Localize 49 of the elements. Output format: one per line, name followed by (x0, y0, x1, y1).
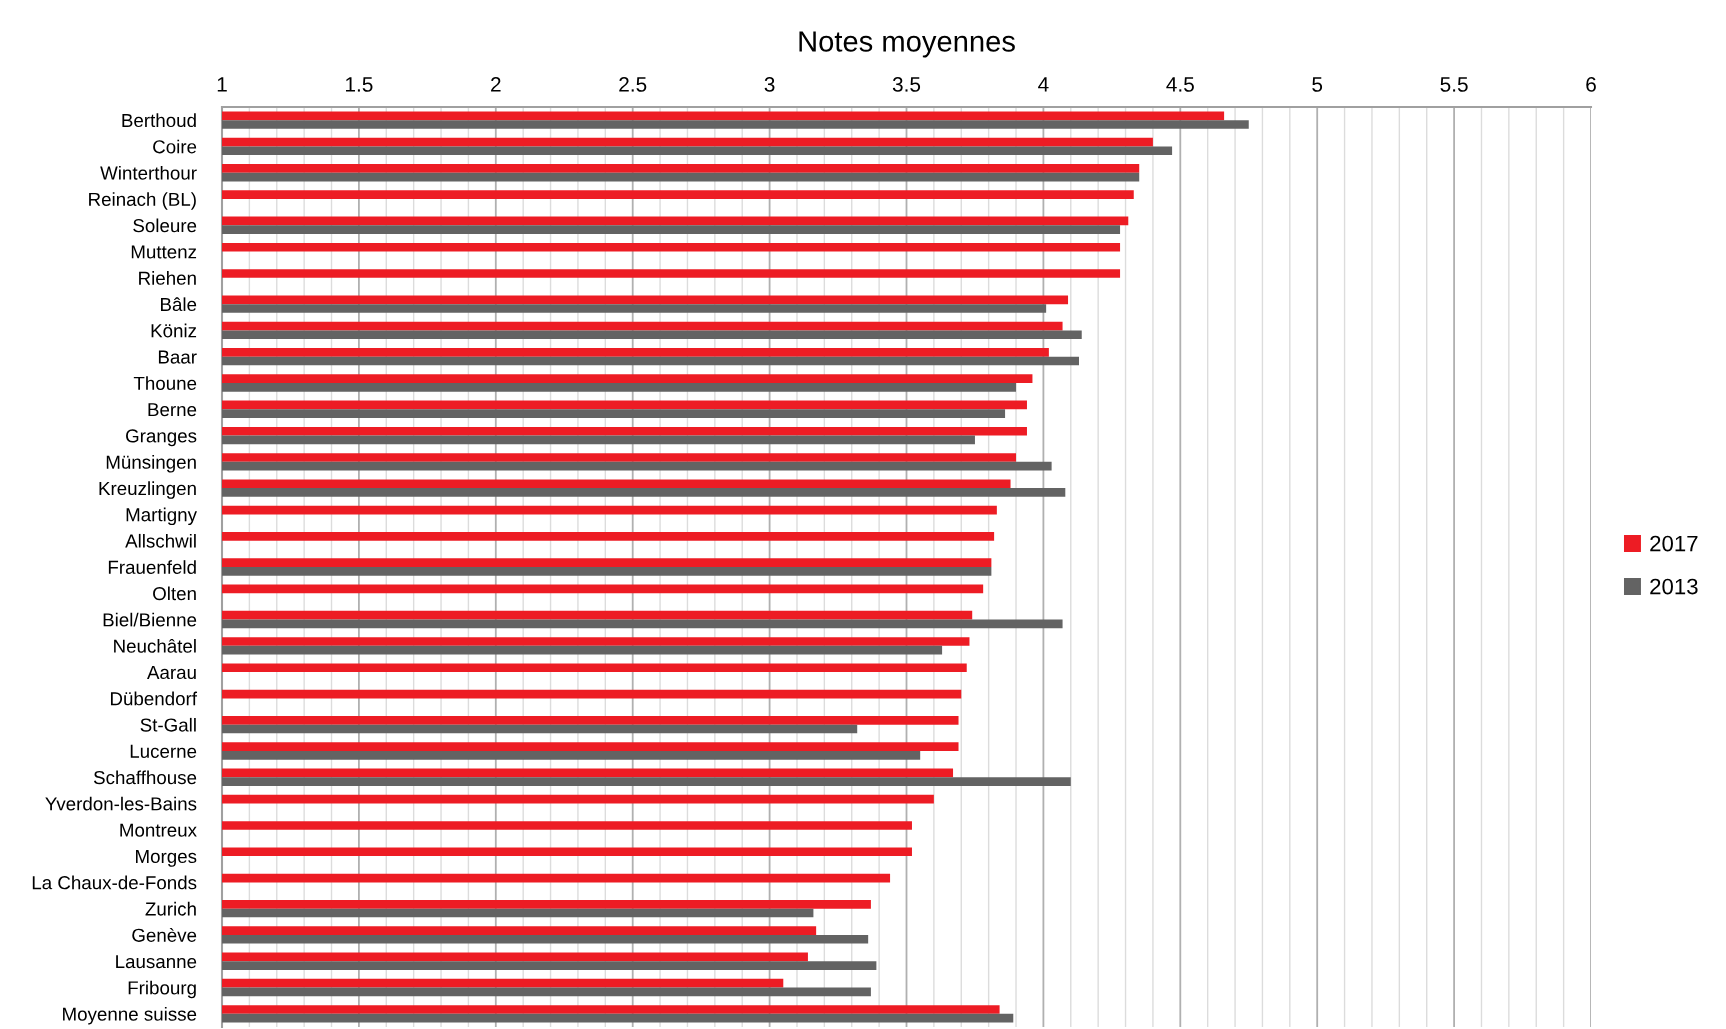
legend-label: 2017 (1650, 535, 1698, 552)
y-tick-label: Reinach (BL) (89, 192, 196, 210)
x-tick-label: 1.5 (346, 77, 373, 92)
y-tick-label: Moyenne suisse (63, 1007, 197, 1025)
x-tick-label: 5.5 (1440, 77, 1468, 92)
y-tick-label: Olten (153, 586, 196, 601)
y-tick-label: St-Gall (140, 717, 196, 732)
x-tick-label: 1 (217, 77, 227, 92)
y-tick-label: Bâle (161, 297, 197, 312)
y-tick-label: Winterthour (100, 165, 197, 180)
y-tick-label: Riehen (139, 271, 196, 285)
x-tick-label: 6 (1586, 77, 1596, 92)
y-tick-label: Fribourg (128, 980, 196, 999)
x-tick-label: 4.5 (1166, 77, 1194, 92)
y-tick-label: Berthoud (122, 113, 196, 128)
y-tick-label: Morges (136, 849, 197, 867)
y-tick-label: Zurich (145, 901, 196, 916)
y-tick-label: Dübendorf (110, 691, 198, 706)
y-tick-label: Berne (148, 403, 197, 417)
y-tick-label: Biel/Bienne (103, 612, 197, 627)
y-tick-label: Lucerne (130, 744, 197, 758)
x-tick-label: 2 (491, 77, 501, 92)
y-tick-label: Muttenz (131, 245, 197, 259)
y-tick-label: Baar (158, 350, 197, 364)
y-tick-label: Genève (132, 927, 197, 942)
y-tick-label: Schaffhouse (93, 770, 197, 785)
y-tick-label: Granges (126, 429, 197, 447)
y-tick-label: Thoune (133, 376, 197, 390)
x-tick-label: 2.5 (619, 77, 647, 92)
y-tick-label: Montreux (120, 823, 197, 837)
y-tick-label: Münsingen (106, 455, 196, 473)
y-tick-label: Soleure (133, 218, 197, 233)
y-tick-label: Frauenfeld (108, 560, 196, 574)
y-tick-label: Lausanne (116, 955, 197, 969)
y-tick-label: Neuchâtel (114, 638, 196, 653)
legend-label: 2013 (1650, 578, 1698, 595)
y-tick-label: Yverdon-les-Bains (45, 796, 197, 811)
x-tick-label: 4 (1038, 77, 1049, 92)
x-tick-label: 3.5 (892, 77, 921, 92)
y-tick-label: Martigny (126, 507, 197, 526)
y-tick-label: La Chaux-de-Fonds (32, 875, 197, 890)
chart-title: Notes moyennes (799, 31, 1015, 58)
x-tick-label: 5 (1312, 77, 1323, 92)
y-tick-label: Coire (153, 139, 197, 154)
y-tick-label: Aarau (147, 666, 196, 680)
y-tick-label: Allschwil (125, 533, 196, 548)
y-tick-label: Kreuzlingen (99, 481, 196, 499)
x-tick-label: 3 (764, 77, 775, 92)
y-tick-label: Köniz (151, 323, 197, 338)
